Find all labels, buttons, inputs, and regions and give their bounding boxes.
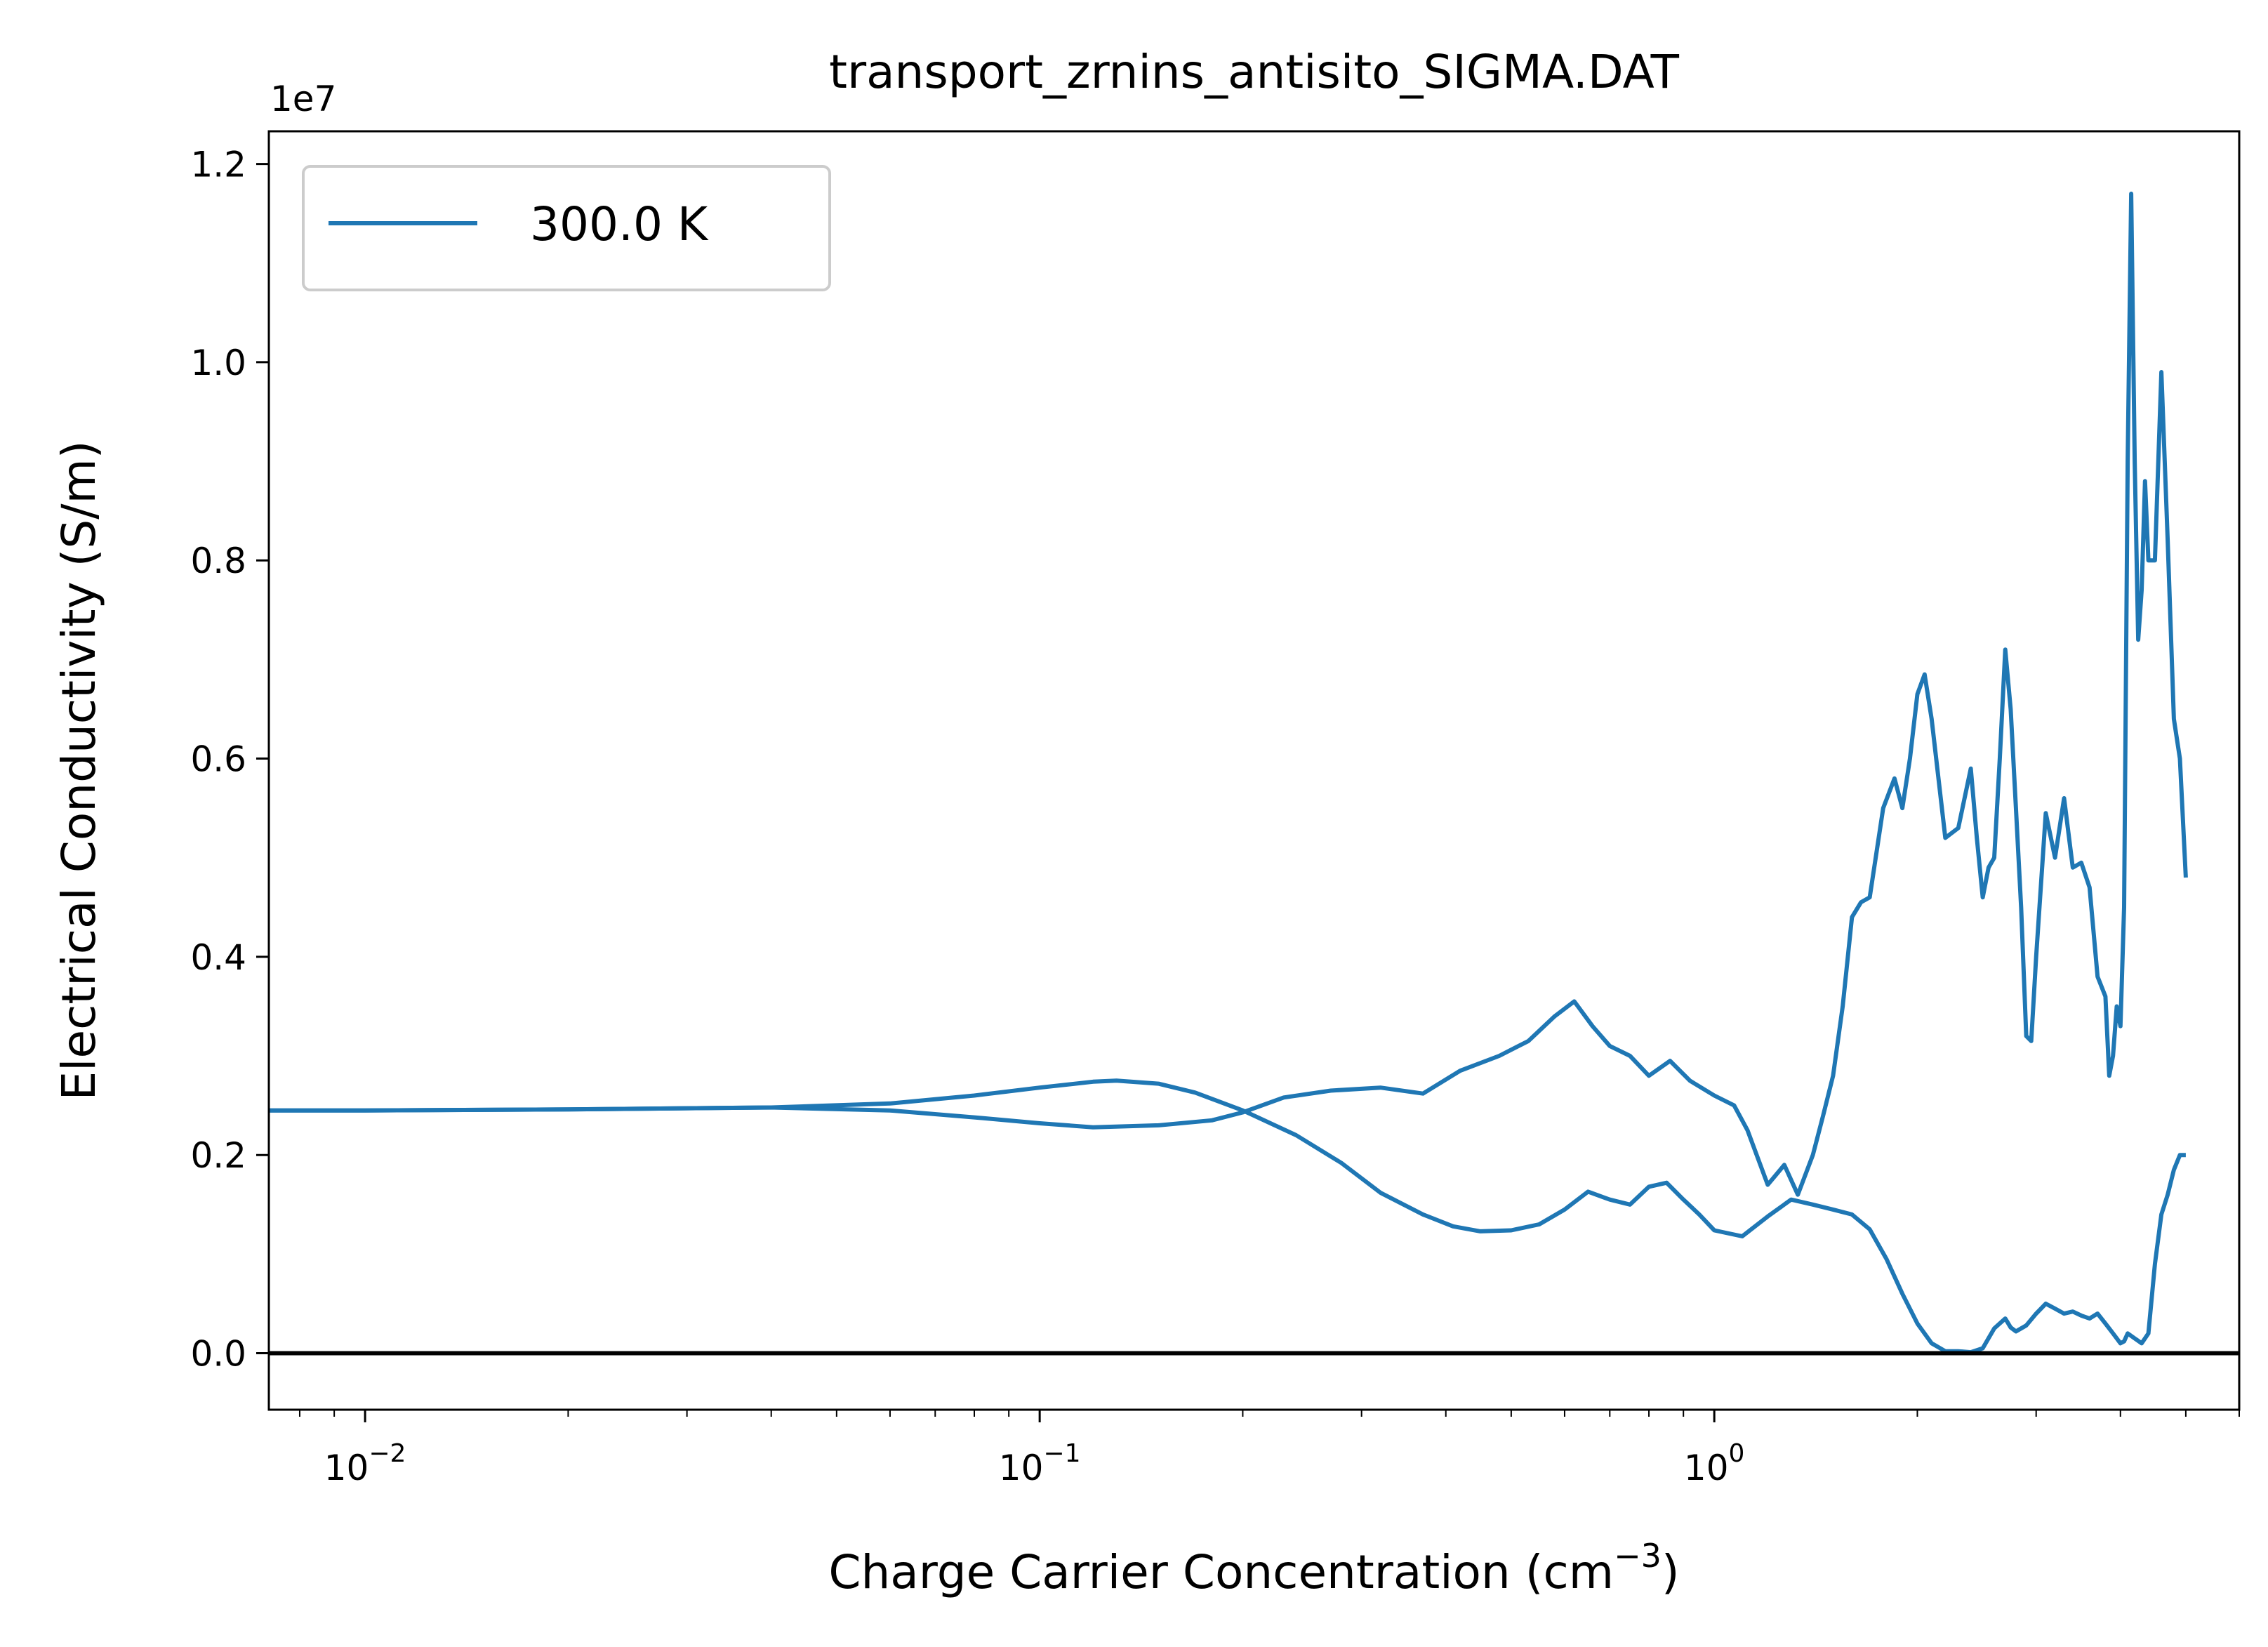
plot-area (267, 130, 2241, 1411)
x-axis-label: Charge Carrier Concentration (cm−3) (828, 1537, 1679, 1599)
x-axis-label-exponent: −3 (1614, 1537, 1662, 1575)
plot-frame (267, 130, 2241, 1411)
y-offset-text: 1e7 (270, 79, 336, 119)
y-tick-label: 0.6 (190, 739, 246, 780)
x-tick-label: 10−2 (324, 1439, 406, 1488)
y-tick-label: 0.2 (190, 1135, 246, 1176)
y-axis-ticks: 0.0 0.2 0.4 0.6 0.8 1.0 1.2 (190, 145, 269, 1375)
x-axis-label-close: ) (1662, 1545, 1680, 1599)
x-tick-exponent: −2 (369, 1439, 406, 1468)
y-tick-label: 1.0 (190, 343, 246, 383)
series-line-0-branch-0 (269, 1078, 2186, 1355)
x-tick-exponent: 0 (1729, 1439, 1745, 1468)
x-tick-label: 10−1 (999, 1439, 1081, 1488)
x-tick-base: 10 (1684, 1448, 1729, 1488)
chart-title: transport_zrnins_antisito_SIGMA.DAT (829, 45, 1680, 99)
legend-label: 300.0 K (530, 197, 709, 251)
data-lines (269, 191, 2188, 1355)
x-axis-ticks: 10−2 10−1 100 (298, 1410, 2240, 1488)
x-tick-base: 10 (999, 1448, 1044, 1488)
y-tick-label: 0.8 (190, 541, 246, 581)
plot-background (269, 131, 2239, 1410)
x-tick-exponent: −1 (1043, 1439, 1080, 1468)
y-tick-label: 0.0 (190, 1334, 246, 1375)
x-tick-base: 10 (324, 1448, 369, 1488)
legend-box (302, 165, 831, 291)
x-axis-label-main: Charge Carrier Concentration (cm (828, 1545, 1614, 1599)
y-tick-label: 1.2 (190, 145, 246, 185)
y-tick-label: 0.4 (190, 937, 246, 978)
y-axis-label: Electrical Conductivity (S/m) (52, 440, 106, 1100)
series-line-0-branch-1 (269, 191, 2188, 1197)
x-tick-label: 100 (1684, 1439, 1745, 1488)
legend: 300.0 K (302, 165, 831, 291)
